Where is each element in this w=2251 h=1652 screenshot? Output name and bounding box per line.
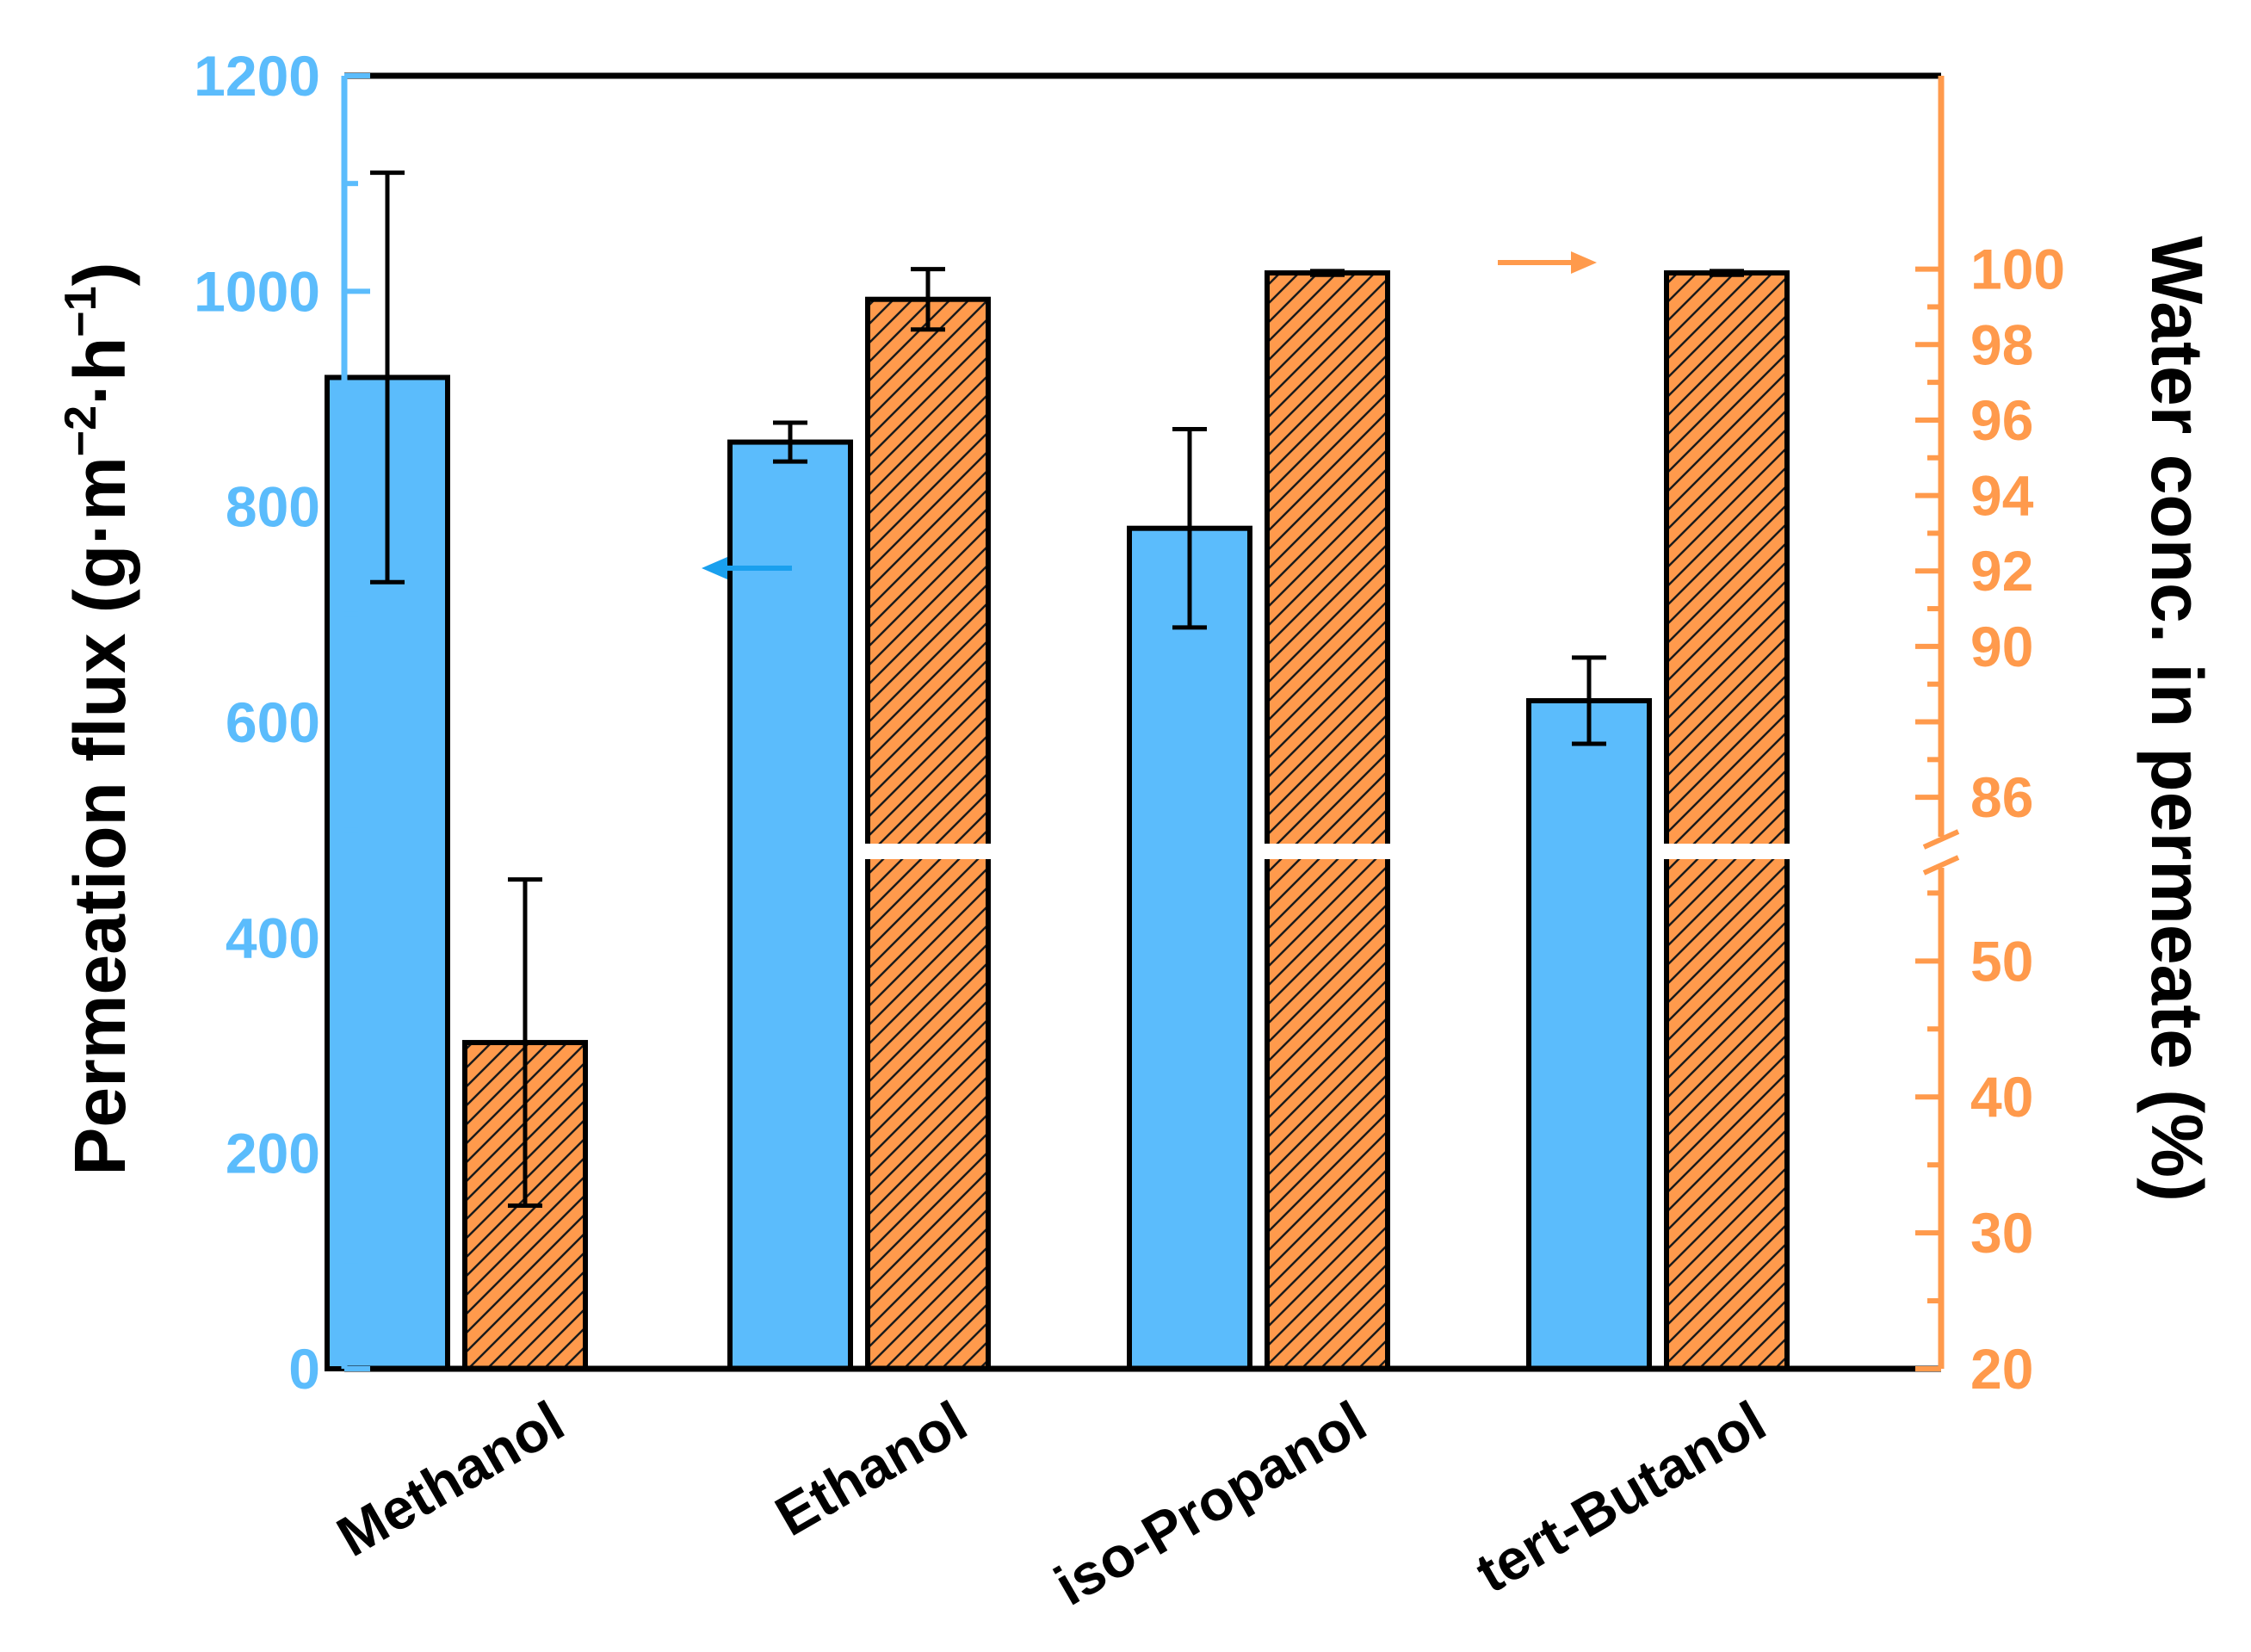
category-label: tert-Butanol bbox=[1465, 1389, 1776, 1605]
bars-group bbox=[325, 270, 1790, 1371]
right-tick-label: 50 bbox=[1970, 929, 2033, 993]
left-tick-label: 400 bbox=[226, 906, 320, 969]
bar-water-iso-propanol bbox=[1265, 270, 1390, 1371]
error-bars-group bbox=[370, 170, 1744, 1209]
bar-break-gap-iso-propanol bbox=[1260, 844, 1395, 859]
right-tick-label: 100 bbox=[1970, 238, 2065, 301]
left-axis-title: Permeation flux (g·m−2·h−1) bbox=[56, 262, 140, 1175]
right-tick-label: 92 bbox=[1970, 539, 2033, 603]
left-axis-arrow bbox=[702, 557, 792, 579]
bar-flux-iso-propanol bbox=[1127, 525, 1252, 1371]
right-tick-label: 96 bbox=[1970, 388, 2033, 452]
right-tick-label: 90 bbox=[1970, 615, 2033, 678]
right-axis-title: Water conc. in permeate (%) bbox=[2137, 236, 2217, 1202]
right-axis-arrow bbox=[1498, 251, 1597, 274]
axis-break-gaps bbox=[861, 844, 1794, 859]
bar-break-gap-tert-butanol bbox=[1660, 844, 1794, 859]
right-tick-label: 30 bbox=[1970, 1201, 2033, 1265]
right-tick-label: 20 bbox=[1970, 1337, 2033, 1401]
left-tick-label: 200 bbox=[226, 1122, 320, 1185]
right-tick-label: 94 bbox=[1970, 464, 2034, 528]
right-tick-label: 40 bbox=[1970, 1065, 2033, 1129]
category-label: Ethanol bbox=[764, 1389, 977, 1548]
right-tick-label: 98 bbox=[1970, 312, 2033, 376]
category-label: iso-Propanol bbox=[1044, 1389, 1376, 1618]
bar-flux-tert-butanol bbox=[1526, 697, 1652, 1371]
bar-water-ethanol bbox=[865, 296, 991, 1371]
bar-water-tert-butanol bbox=[1664, 270, 1790, 1371]
right-axis-break-mark-upper bbox=[1922, 829, 1960, 850]
category-label: Methanol bbox=[326, 1389, 574, 1568]
left-tick-label: 800 bbox=[226, 475, 320, 539]
left-tick-label: 600 bbox=[226, 690, 320, 754]
left-tick-label: 1200 bbox=[194, 44, 320, 108]
right-tick-label: 86 bbox=[1970, 765, 2033, 829]
left-tick-label: 1000 bbox=[194, 259, 320, 323]
bar-flux-ethanol bbox=[727, 439, 853, 1371]
bar-break-gap-ethanol bbox=[861, 844, 995, 859]
left-tick-label: 0 bbox=[288, 1337, 320, 1401]
right-axis-break-mark-lower bbox=[1922, 855, 1960, 875]
